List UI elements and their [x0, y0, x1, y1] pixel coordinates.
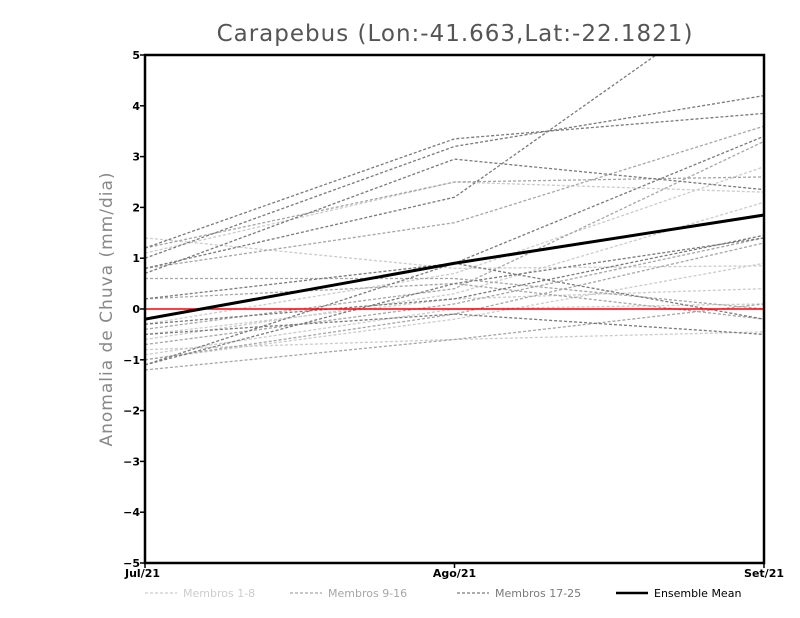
y-tick-label: −4	[123, 506, 140, 519]
y-tick-label: 3	[132, 151, 140, 164]
series-line-9	[145, 125, 764, 270]
y-tick-label: −5	[123, 557, 140, 570]
series-line-20	[145, 158, 764, 275]
series-line-12	[145, 140, 764, 330]
series-line-19	[145, 94, 764, 259]
series-line-23	[145, 237, 764, 366]
legend-label-1: Membros 1-8	[183, 587, 255, 600]
y-tick-label: 0	[132, 303, 140, 316]
series-line-17	[145, 55, 658, 269]
series-line-21	[145, 135, 764, 300]
y-tick-label: 2	[132, 201, 140, 214]
series-line-4	[145, 288, 764, 336]
legend-label-3: Membros 17-25	[495, 587, 581, 600]
series-line-7	[145, 262, 764, 361]
chart-title: Carapebus (Lon:-41.663,Lat:-22.1821)	[217, 21, 694, 47]
plot-area: −5 −4 −3 −2 −1 0 1 2 3 4 5 Jul/21 Ago/21 Set/21	[123, 49, 784, 580]
series-line-16	[145, 282, 764, 320]
series-group	[145, 55, 764, 371]
series-line-3	[145, 166, 764, 325]
legend-label-2: Membros 9-16	[328, 587, 407, 600]
y-tick-label: 4	[132, 100, 140, 113]
y-tick-label: −1	[123, 354, 140, 367]
x-tick-label: Set/21	[744, 567, 784, 580]
series-line-5	[145, 331, 764, 351]
legend-label-4: Ensemble Mean	[654, 587, 741, 600]
series-line-13	[145, 237, 764, 346]
y-tick-label: 5	[132, 49, 140, 62]
series-line-25	[145, 313, 764, 336]
series-line-1	[145, 237, 764, 270]
y-tick-label: −3	[123, 455, 140, 468]
ensemble-mean-line	[145, 213, 764, 321]
x-tick-label: Ago/21	[433, 567, 476, 580]
y-tick-label: −2	[123, 405, 140, 418]
series-line-10	[145, 176, 764, 249]
y-tick-label: 1	[132, 252, 140, 265]
series-line-2	[145, 181, 764, 254]
y-axis-label: Anomalia de Chuva (mm/dia)	[97, 171, 117, 446]
series-line-14	[145, 303, 764, 371]
series-line-11	[145, 277, 764, 310]
legend: Membros 1-8 Membros 9-16 Membros 17-25 Ense…	[145, 587, 741, 600]
series-line-22	[145, 234, 764, 325]
series-line-18	[145, 112, 764, 249]
series-line-8	[145, 201, 764, 341]
x-tick-label: Jul/21	[124, 567, 160, 580]
